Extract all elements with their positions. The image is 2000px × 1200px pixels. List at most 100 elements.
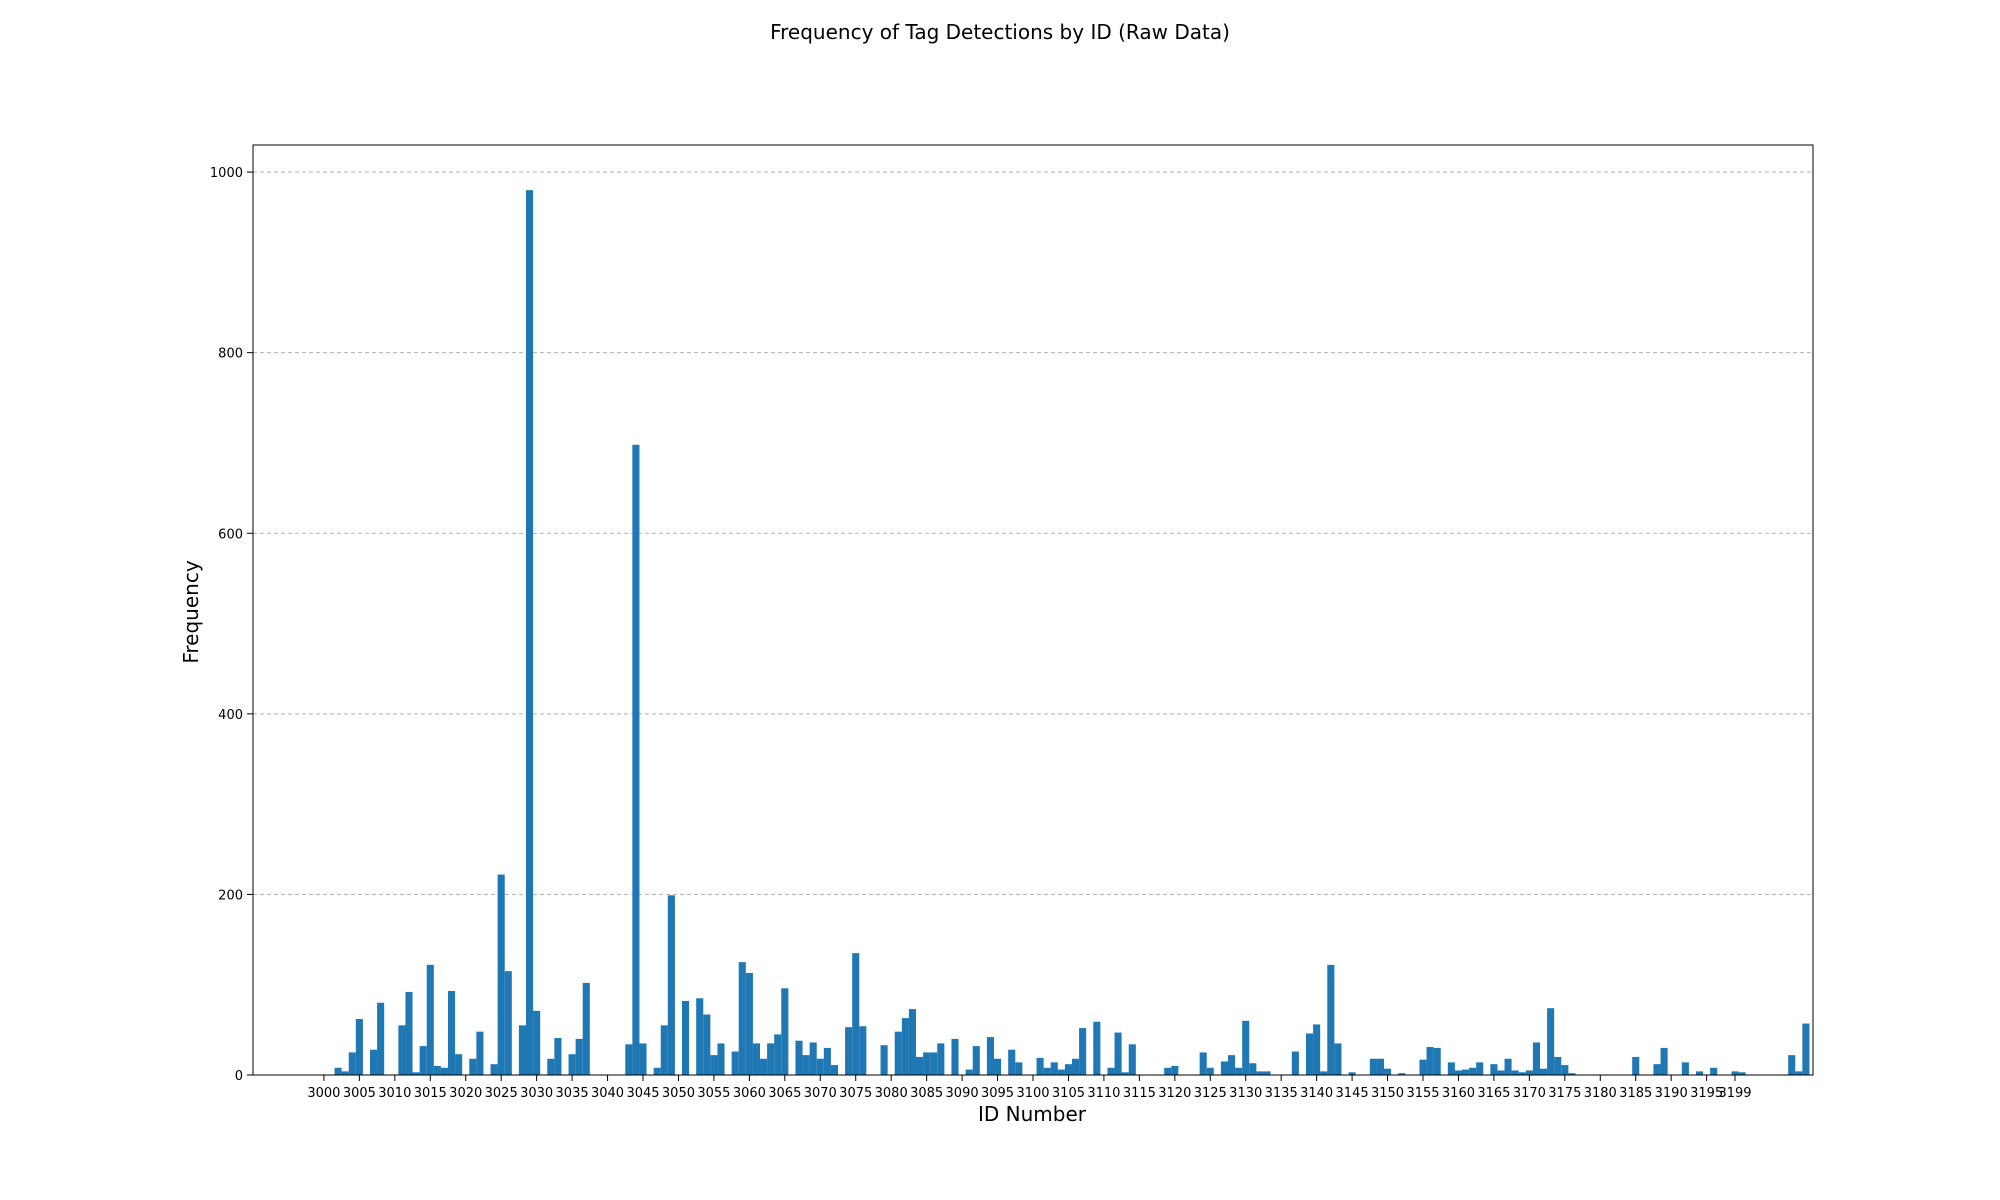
x-tick-label: 3140: [1300, 1086, 1333, 1101]
bar-3167: [1504, 1058, 1512, 1075]
bar-3084: [916, 1056, 924, 1075]
bar-3029: [526, 190, 534, 1075]
x-tick-label: 3155: [1406, 1086, 1439, 1101]
bar-3021: [469, 1058, 477, 1075]
x-tick-label: 3160: [1442, 1086, 1475, 1101]
bar-3032: [547, 1058, 555, 1075]
bar-3070: [816, 1058, 824, 1075]
bar-3083: [908, 1009, 916, 1075]
x-tick-label: 3030: [520, 1086, 553, 1101]
bar-3061: [752, 1043, 760, 1075]
bar-3087: [937, 1043, 945, 1075]
bar-3148: [1369, 1058, 1377, 1075]
bar-3085: [923, 1052, 931, 1075]
bar-3060: [745, 972, 753, 1075]
bar-3176: [1568, 1073, 1576, 1075]
bar-3067: [795, 1040, 803, 1075]
x-tick-label: 3125: [1194, 1086, 1227, 1101]
bar-3033: [554, 1037, 562, 1075]
bar-3196: [1710, 1067, 1718, 1075]
bar-3199: [1731, 1071, 1739, 1075]
bar-3194: [1696, 1071, 1704, 1075]
bar-3207: [1788, 1055, 1796, 1075]
y-axis-label: Frequency: [179, 560, 203, 663]
bar-3156: [1426, 1047, 1434, 1075]
bar-3111: [1107, 1067, 1115, 1075]
x-tick-label: 3095: [981, 1086, 1014, 1101]
bar-3094: [986, 1037, 994, 1075]
bar-3140: [1313, 1024, 1321, 1075]
x-tick-label: 3165: [1477, 1086, 1510, 1101]
bar-3058: [731, 1051, 739, 1075]
bar-3089: [951, 1038, 959, 1075]
bar-3091: [965, 1069, 973, 1075]
bar-3007: [370, 1049, 378, 1075]
x-tick-label: 3000: [307, 1086, 340, 1101]
bar-3045: [639, 1043, 647, 1075]
bar-3097: [1008, 1049, 1016, 1075]
bar-3062: [760, 1058, 768, 1075]
bar-3185: [1632, 1056, 1640, 1075]
x-tick-label: 3050: [662, 1086, 695, 1101]
bar-3132: [1256, 1071, 1264, 1075]
bar-3013: [412, 1072, 420, 1075]
bar-3162: [1469, 1067, 1477, 1075]
bar-3016: [433, 1065, 441, 1075]
bar-3022: [476, 1031, 484, 1075]
bar-3056: [717, 1043, 725, 1075]
bar-3012: [405, 991, 413, 1075]
bar-3030: [533, 1010, 541, 1075]
x-tick-label: 3020: [449, 1086, 482, 1101]
bar-3081: [894, 1031, 902, 1075]
x-tick-label: 3040: [591, 1086, 624, 1101]
bar-3048: [660, 1025, 668, 1075]
x-tick-label: 3199: [1718, 1086, 1751, 1101]
x-tick-label: 3175: [1548, 1086, 1581, 1101]
bar-3152: [1398, 1073, 1406, 1075]
bar-3129: [1235, 1067, 1243, 1075]
bar-3106: [1072, 1058, 1080, 1075]
bar-3065: [781, 988, 789, 1075]
bar-3150: [1384, 1068, 1392, 1075]
bar-3043: [625, 1044, 633, 1075]
bar-3131: [1249, 1063, 1257, 1075]
bar-3208: [1795, 1071, 1803, 1075]
x-tick-label: 3005: [343, 1086, 376, 1101]
bar-3137: [1291, 1051, 1299, 1075]
x-axis-ticks: 3000 3005 3010 3015 3020 3025 3030 3035 3040 3045…: [307, 1075, 1752, 1101]
y-axis-ticks: 0 200 400 600 800 1000: [210, 166, 253, 1084]
bar-3163: [1476, 1062, 1484, 1075]
bar-3109: [1093, 1021, 1101, 1075]
bar-3173: [1547, 1008, 1555, 1075]
bar-3133: [1263, 1071, 1271, 1075]
bar-3053: [696, 998, 704, 1075]
x-tick-label: 3145: [1336, 1086, 1369, 1101]
bar-3139: [1306, 1033, 1314, 1075]
x-tick-label: 3120: [1158, 1086, 1191, 1101]
bar-3037: [582, 982, 590, 1075]
bar-3059: [738, 962, 746, 1075]
bar-3002: [334, 1067, 342, 1075]
x-tick-label: 3060: [733, 1086, 766, 1101]
bar-3172: [1540, 1068, 1548, 1075]
bar-3018: [448, 991, 456, 1075]
x-tick-label: 3025: [485, 1086, 518, 1101]
bar-3157: [1433, 1047, 1441, 1075]
bar-3008: [377, 1002, 385, 1075]
bar-3075: [852, 953, 860, 1075]
bar-3055: [710, 1055, 718, 1075]
bar-3011: [398, 1025, 406, 1075]
bar-3015: [426, 964, 434, 1075]
bar-3143: [1334, 1043, 1342, 1075]
bar-3107: [1079, 1028, 1087, 1075]
x-tick-label: 3150: [1371, 1086, 1404, 1101]
bar-3071: [823, 1047, 831, 1075]
x-tick-label: 3065: [768, 1086, 801, 1101]
x-tick-label: 3070: [804, 1086, 837, 1101]
bar-3120: [1171, 1065, 1179, 1075]
bar-3161: [1462, 1069, 1470, 1075]
bar-3069: [809, 1042, 817, 1075]
bar-3166: [1497, 1070, 1505, 1075]
bar-3068: [802, 1055, 810, 1075]
